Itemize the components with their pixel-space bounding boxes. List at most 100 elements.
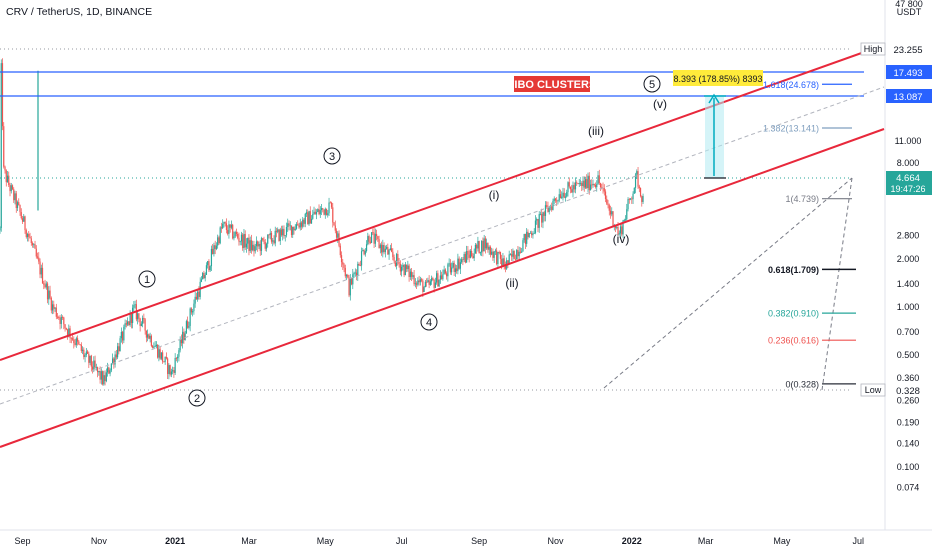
- candle: [33, 243, 35, 248]
- price-tick-label: 2.800: [897, 231, 920, 241]
- candle: [214, 240, 216, 255]
- candle: [365, 240, 368, 253]
- candle: [534, 215, 537, 235]
- candle: [562, 187, 564, 201]
- candle: [79, 344, 81, 346]
- candle: [309, 206, 311, 224]
- candle: [486, 238, 488, 250]
- candle: [293, 226, 295, 235]
- candle: [5, 169, 7, 187]
- candle: [233, 231, 235, 241]
- candle: [219, 226, 221, 245]
- candle: [359, 260, 361, 267]
- time-tick-label: Sep: [471, 536, 487, 546]
- candle: [446, 271, 448, 280]
- candle: [414, 278, 416, 288]
- candle: [125, 320, 127, 328]
- candle: [194, 291, 196, 308]
- price-axis[interactable]: 47 800 USDT 30.00011.0008.0005.5002.8002…: [860, 0, 932, 530]
- candle: [218, 235, 220, 245]
- price-tick-label: 8.000: [897, 158, 920, 168]
- candle: [596, 180, 598, 192]
- time-tick-label: May: [317, 536, 335, 546]
- candle: [177, 354, 179, 363]
- candle: [0, 59, 2, 232]
- candle: [524, 233, 527, 250]
- channel-mid-line: [0, 86, 885, 405]
- current-price-value: 4.664: [896, 173, 920, 184]
- candle: [603, 184, 605, 196]
- candle: [243, 229, 245, 253]
- candle: [434, 277, 436, 289]
- candle: [292, 226, 294, 238]
- candle: [119, 335, 121, 352]
- candle: [58, 315, 60, 320]
- candle: [577, 183, 579, 185]
- candle: [138, 313, 140, 323]
- candle: [553, 196, 555, 205]
- candle: [157, 344, 159, 359]
- candle: [395, 252, 398, 270]
- candle: [143, 313, 145, 324]
- candle: [202, 272, 204, 280]
- candle: [611, 207, 613, 217]
- candle: [628, 197, 630, 204]
- candle: [0, 226, 1, 234]
- candle: [594, 182, 597, 189]
- candle: [579, 179, 582, 186]
- candle: [132, 304, 134, 329]
- candle: [574, 177, 577, 194]
- candle: [598, 169, 600, 185]
- candle: [586, 174, 588, 190]
- candle: [178, 348, 180, 362]
- candle: [234, 230, 236, 239]
- candle: [519, 247, 522, 254]
- candle: [518, 246, 520, 261]
- candle: [344, 264, 346, 279]
- candle: [35, 245, 37, 259]
- candle: [175, 357, 177, 362]
- candle: [454, 264, 456, 277]
- candle: [34, 240, 36, 249]
- candle: [436, 270, 438, 285]
- candle: [377, 235, 379, 242]
- candle: [599, 182, 602, 191]
- time-axis[interactable]: Sep Nov 2021 Mar May Jul Sep Nov 2022 Mar May Jul: [0, 529, 932, 550]
- candle: [318, 204, 320, 216]
- candle: [343, 262, 345, 273]
- wave-label-1: 1: [138, 270, 156, 288]
- candle: [63, 316, 65, 330]
- candle: [289, 221, 291, 231]
- candle: [322, 207, 324, 213]
- candle: [124, 319, 126, 330]
- candle: [329, 201, 331, 204]
- candle: [40, 264, 42, 279]
- candle: [20, 208, 22, 220]
- candle: [554, 198, 557, 203]
- candle: [358, 262, 360, 266]
- candle: [320, 203, 323, 216]
- candle: [164, 356, 166, 365]
- candle: [244, 230, 246, 251]
- candle: [537, 218, 539, 233]
- candle: [591, 179, 593, 190]
- annotation-layer: FIBO CLUSTERS 8.393 (178.85%) 8393 1 2 3…: [138, 70, 763, 407]
- candle: [483, 234, 485, 252]
- candle: [504, 261, 507, 273]
- candle: [80, 342, 82, 353]
- candle: [26, 232, 29, 242]
- candle: [109, 368, 111, 377]
- candle: [319, 206, 321, 218]
- candle: [117, 342, 119, 360]
- candle: [45, 281, 47, 290]
- candle: [165, 352, 167, 360]
- candle: [273, 235, 275, 245]
- fibo-clusters-box: [514, 76, 590, 92]
- candle: [400, 264, 403, 277]
- candle: [302, 216, 304, 229]
- candle: [23, 213, 25, 222]
- candle: [564, 193, 567, 202]
- candle: [526, 228, 528, 247]
